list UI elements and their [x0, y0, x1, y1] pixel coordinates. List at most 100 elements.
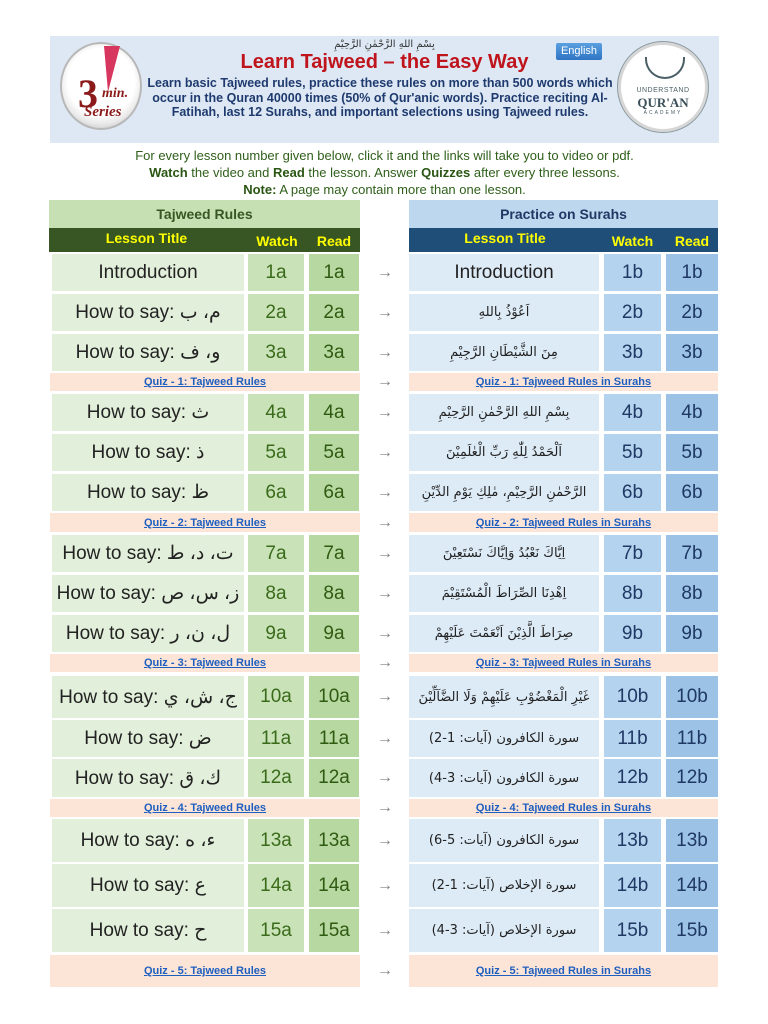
- practice-read-link[interactable]: 6b: [666, 474, 718, 511]
- practice-read-link[interactable]: 14b: [666, 864, 718, 907]
- practice-read-link[interactable]: 9b: [666, 615, 718, 652]
- language-english-button[interactable]: English: [556, 43, 602, 60]
- practice-watch-link[interactable]: 3b: [604, 334, 661, 371]
- practice-read-link[interactable]: 7b: [666, 535, 718, 572]
- tajweed-lesson-title: How to say: ت، د، ط: [52, 535, 244, 572]
- tajweed-quiz-row: Quiz - 3: Tajweed Rules: [50, 654, 360, 672]
- practice-watch-link[interactable]: 5b: [604, 434, 661, 471]
- instructions: For every lesson number given below, cli…: [50, 147, 719, 198]
- arrow-icon: →: [377, 303, 393, 321]
- tajweed-watch-link[interactable]: 1a: [248, 254, 304, 291]
- practice-lesson-title: اِيَّاكَ نَعْبُدُ وَاِيَّاكَ نَسْتَعِيْن…: [409, 535, 599, 572]
- tajweed-quiz-link[interactable]: Quiz - 3: Tajweed Rules: [143, 657, 267, 669]
- open-book-icon: [645, 57, 685, 79]
- practice-quiz-link[interactable]: Quiz - 5: Tajweed Rules in Surahs: [475, 965, 652, 977]
- logo-min-text: min.: [102, 86, 129, 101]
- practice-quiz-link[interactable]: Quiz - 1: Tajweed Rules in Surahs: [475, 376, 652, 388]
- practice-read-link[interactable]: 10b: [666, 676, 718, 718]
- practice-read-link[interactable]: 12b: [666, 759, 718, 797]
- arrow-icon: →: [377, 729, 393, 747]
- tajweed-lesson-title: How to say: ج، ش، ي: [52, 676, 244, 718]
- tajweed-read-link[interactable]: 4a: [309, 394, 359, 431]
- arrow-icon: →: [377, 263, 393, 281]
- practice-lesson-title: سورة الإخلاص (آيات: 1-2): [409, 864, 599, 907]
- practice-watch-link[interactable]: 7b: [604, 535, 661, 572]
- banner-description: Learn basic Tajweed rules, practice thes…: [147, 76, 613, 119]
- tajweed-read-link[interactable]: 9a: [309, 615, 359, 652]
- tajweed-quiz-link[interactable]: Quiz - 5: Tajweed Rules: [143, 965, 267, 977]
- practice-read-link[interactable]: 8b: [666, 575, 718, 612]
- tajweed-read-link[interactable]: 7a: [309, 535, 359, 572]
- tajweed-read-link[interactable]: 5a: [309, 434, 359, 471]
- practice-lesson-title: صِرَاطَ الَّذِيْنَ اَنْعَمْتَ عَلَيْهِمْ: [409, 615, 599, 652]
- tajweed-watch-link[interactable]: 9a: [248, 615, 304, 652]
- practice-column-headers: Lesson Title Watch Read: [409, 228, 718, 252]
- tajweed-quiz-link[interactable]: Quiz - 1: Tajweed Rules: [143, 376, 267, 388]
- practice-quiz-link[interactable]: Quiz - 3: Tajweed Rules in Surahs: [475, 657, 652, 669]
- arrow-icon: →: [377, 343, 393, 361]
- practice-watch-link[interactable]: 12b: [604, 759, 661, 797]
- tajweed-watch-link[interactable]: 11a: [248, 720, 304, 757]
- practice-read-link[interactable]: 3b: [666, 334, 718, 371]
- practice-read-link[interactable]: 2b: [666, 294, 718, 331]
- practice-lesson-title: الرَّحْمٰنِ الرَّحِيْمِ، مٰلِكِ يَوْمِ ا…: [409, 474, 599, 511]
- practice-watch-link[interactable]: 1b: [604, 254, 661, 291]
- tajweed-read-link[interactable]: 3a: [309, 334, 359, 371]
- tajweed-watch-link[interactable]: 12a: [248, 759, 304, 797]
- col-watch: Watch: [256, 233, 298, 249]
- tajweed-read-link[interactable]: 2a: [309, 294, 359, 331]
- practice-read-link[interactable]: 4b: [666, 394, 718, 431]
- tajweed-watch-link[interactable]: 15a: [248, 909, 304, 952]
- practice-watch-link[interactable]: 2b: [604, 294, 661, 331]
- practice-quiz-link[interactable]: Quiz - 4: Tajweed Rules in Surahs: [475, 802, 652, 814]
- practice-watch-link[interactable]: 15b: [604, 909, 661, 952]
- practice-watch-link[interactable]: 13b: [604, 819, 661, 862]
- col-read: Read: [674, 233, 710, 249]
- arrow-icon: →: [377, 962, 393, 979]
- tajweed-read-link[interactable]: 14a: [309, 864, 359, 907]
- tajweed-watch-link[interactable]: 2a: [248, 294, 304, 331]
- col-read: Read: [316, 233, 352, 249]
- practice-read-link[interactable]: 13b: [666, 819, 718, 862]
- tajweed-read-link[interactable]: 6a: [309, 474, 359, 511]
- practice-watch-link[interactable]: 10b: [604, 676, 661, 718]
- tajweed-read-link[interactable]: 10a: [309, 676, 359, 718]
- practice-quiz-link[interactable]: Quiz - 2: Tajweed Rules in Surahs: [475, 516, 652, 529]
- tajweed-watch-link[interactable]: 14a: [248, 864, 304, 907]
- arrow-icon: →: [377, 513, 393, 531]
- tajweed-watch-link[interactable]: 5a: [248, 434, 304, 471]
- practice-read-link[interactable]: 11b: [666, 720, 718, 757]
- arrow-icon: →: [377, 688, 393, 705]
- practice-watch-link[interactable]: 14b: [604, 864, 661, 907]
- tajweed-quiz-link[interactable]: Quiz - 4: Tajweed Rules: [143, 802, 267, 814]
- practice-read-link[interactable]: 1b: [666, 254, 718, 291]
- tajweed-watch-link[interactable]: 10a: [248, 676, 304, 718]
- practice-watch-link[interactable]: 11b: [604, 720, 661, 757]
- tajweed-watch-link[interactable]: 13a: [248, 819, 304, 862]
- practice-watch-link[interactable]: 9b: [604, 615, 661, 652]
- practice-watch-link[interactable]: 6b: [604, 474, 661, 511]
- tajweed-watch-link[interactable]: 6a: [248, 474, 304, 511]
- practice-read-link[interactable]: 5b: [666, 434, 718, 471]
- tajweed-read-link[interactable]: 15a: [309, 909, 359, 952]
- tajweed-lesson-title: How to say: ل، ن، ر: [52, 615, 244, 652]
- tajweed-read-link[interactable]: 13a: [309, 819, 359, 862]
- tajweed-watch-link[interactable]: 8a: [248, 575, 304, 612]
- practice-lesson-title: سورة الكافرون (آيات: 3-4): [409, 759, 599, 797]
- tajweed-lesson-title: How to say: ذ: [52, 434, 244, 471]
- practice-read-link[interactable]: 15b: [666, 909, 718, 952]
- tajweed-lesson-title: How to say: ع: [52, 864, 244, 907]
- tajweed-quiz-link[interactable]: Quiz - 2: Tajweed Rules: [143, 516, 267, 529]
- arrow-icon: →: [377, 483, 393, 501]
- tajweed-watch-link[interactable]: 3a: [248, 334, 304, 371]
- tajweed-read-link[interactable]: 12a: [309, 759, 359, 797]
- tajweed-watch-link[interactable]: 7a: [248, 535, 304, 572]
- practice-watch-link[interactable]: 8b: [604, 575, 661, 612]
- tajweed-read-link[interactable]: 8a: [309, 575, 359, 612]
- tajweed-read-link[interactable]: 1a: [309, 254, 359, 291]
- practice-lesson-title: Introduction: [409, 254, 599, 291]
- tajweed-watch-link[interactable]: 4a: [248, 394, 304, 431]
- practice-watch-link[interactable]: 4b: [604, 394, 661, 431]
- tajweed-read-link[interactable]: 11a: [309, 720, 359, 757]
- tajweed-lesson-title: How to say: ث: [52, 394, 244, 431]
